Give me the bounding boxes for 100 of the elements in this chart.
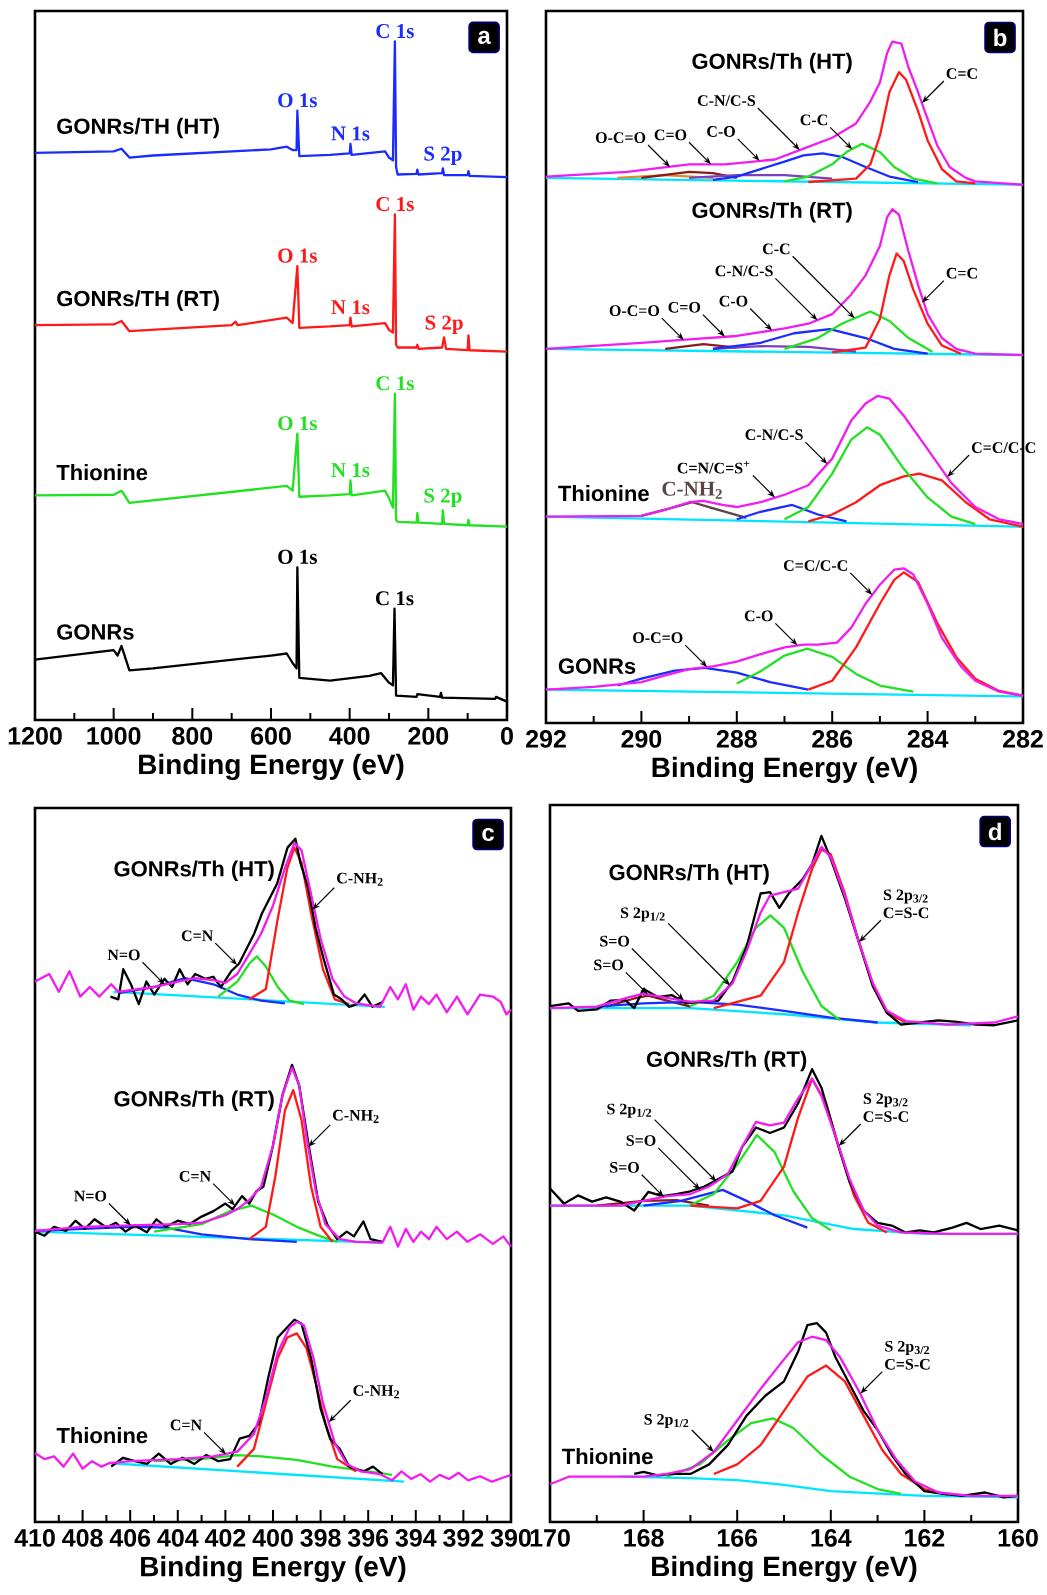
x-tick-label: 1200 (8, 727, 62, 745)
annotation: N=O (107, 949, 140, 961)
series-label: GONRs/Th (RT) (692, 201, 852, 223)
x-tick-label: 392 (443, 1529, 484, 1547)
annotation: C=C/C-C (783, 560, 848, 571)
series-label: GONRs (558, 658, 636, 674)
annotation: S 2p$_{3/2}$ C=S-C (885, 1340, 930, 1370)
annotation: S 2p$_{1/2}$ (644, 1414, 689, 1429)
annotation: S=O (610, 1162, 639, 1173)
x-tick-label: 162 (905, 1529, 945, 1547)
series-label: GONRs/TH (HT) (57, 117, 219, 139)
annotation: b (994, 28, 1007, 47)
x-tick-label: 400 (329, 727, 370, 745)
annotation: S 2p$_{3/2}$ C=S-C (883, 889, 929, 919)
x-tick-label: 170 (530, 1529, 570, 1547)
x-tick-label: 406 (109, 1529, 151, 1547)
series-label: GONRs/Th (HT) (692, 52, 852, 74)
series-label: Thionine (56, 464, 148, 481)
annotation: C 1s (375, 591, 414, 606)
x-tick-label: 600 (251, 727, 291, 745)
annotation: C 1s (376, 197, 414, 212)
series-label: Thionine (562, 1448, 653, 1465)
x-tick-label: 284 (907, 730, 949, 748)
series-label: GONRs (57, 624, 134, 640)
annotation: C=N/C=S$^{+}$ (677, 460, 750, 474)
series-label: GONRs/Th (HT) (609, 864, 769, 885)
x-tick-label: 402 (204, 1529, 246, 1547)
annotation: O-C=O (595, 132, 646, 144)
annotation: d (988, 822, 1001, 841)
x-tick-label: 282 (1003, 730, 1043, 748)
series-label: GONRs/Th (RT) (114, 1090, 274, 1111)
x-tick-label: 168 (624, 1529, 664, 1547)
annotation: S 2p (424, 488, 462, 507)
x-tick-label: 400 (252, 1529, 293, 1547)
annotation: S=O (626, 1135, 656, 1146)
x-tick-label: 288 (716, 730, 757, 748)
x-tick-label: 0 (501, 727, 513, 745)
annotation: S 2p (425, 315, 463, 334)
annotation: S 2p$_{1/2}$ (607, 1103, 652, 1118)
annotation: C-N/C-S (745, 429, 803, 441)
annotation: C=N (181, 930, 214, 942)
series-label: GONRs/TH (RT) (57, 290, 219, 311)
annotation: S=O (600, 935, 630, 947)
annotation: O 1s (278, 248, 317, 263)
annotation: O 1s (278, 549, 317, 564)
annotation: C 1s (376, 24, 414, 39)
annotation: C=O (654, 129, 687, 141)
annotation: N 1s (331, 463, 370, 478)
x-axis-title: Binding Energy (eV) (652, 1555, 917, 1583)
annotation: C-NH$_{2}$ (353, 1385, 400, 1399)
annotation: O 1s (278, 416, 317, 431)
annotation: N 1s (331, 300, 370, 315)
x-axis-title: Binding Energy (eV) (139, 753, 404, 781)
x-tick-label: 396 (347, 1529, 389, 1547)
annotation: S 2p (424, 146, 462, 165)
x-tick-label: 164 (811, 1529, 852, 1547)
series-label: GONRs/Th (HT) (114, 860, 274, 881)
annotation: C-NH$_{2}$ (662, 481, 722, 499)
x-tick-label: 200 (408, 727, 449, 745)
x-tick-label: 408 (62, 1529, 103, 1547)
x-tick-label: 166 (717, 1529, 758, 1547)
annotation: C 1s (376, 376, 414, 391)
x-tick-label: 290 (621, 730, 662, 748)
x-tick-label: 398 (300, 1529, 341, 1547)
annotation: a (478, 30, 491, 44)
annotation: C-NH$_{2}$ (337, 872, 383, 886)
annotation: c (482, 827, 495, 842)
x-tick-label: 394 (395, 1529, 437, 1547)
annotation: C-N/C-S (715, 265, 773, 277)
annotation: C-C (762, 243, 790, 255)
annotation: N 1s (331, 126, 370, 141)
annotation: S 2p$_{3/2}$ C=S-C (863, 1093, 908, 1122)
x-tick-label: 404 (157, 1529, 199, 1547)
series-label: GONRs/Th (RT) (646, 1050, 807, 1072)
x-tick-label: 390 (490, 1529, 531, 1547)
series-label: Thionine (56, 1427, 148, 1444)
annotation: S 2p$_{1/2}$ (620, 907, 665, 922)
annotation: C-O (719, 295, 748, 307)
x-tick-label: 410 (14, 1529, 55, 1547)
annotation: C=C (946, 267, 977, 279)
annotation: C=O (668, 301, 701, 313)
annotation: O 1s (278, 93, 317, 108)
series-label: Thionine (558, 485, 649, 502)
annotation: C-C (800, 114, 827, 126)
annotation: O-C=O (609, 305, 660, 317)
x-axis-title: Binding Energy (eV) (652, 756, 917, 784)
annotation: S=O (594, 959, 624, 971)
annotation: O-C=O (633, 632, 683, 644)
annotation: C=C (946, 68, 977, 79)
annotation: N=O (74, 1190, 107, 1202)
x-tick-label: 1000 (87, 727, 141, 745)
annotation: C=N (170, 1419, 202, 1431)
annotation: C-N/C-S (697, 95, 756, 106)
annotation: C-O (707, 126, 735, 137)
x-tick-label: 286 (812, 730, 853, 748)
annotation: C-NH$_{2}$ (333, 1109, 379, 1123)
x-axis-title: Binding Energy (eV) (141, 1555, 406, 1583)
x-tick-label: 292 (526, 730, 566, 748)
annotation: C=N (179, 1170, 211, 1182)
x-tick-label: 160 (998, 1529, 1038, 1547)
